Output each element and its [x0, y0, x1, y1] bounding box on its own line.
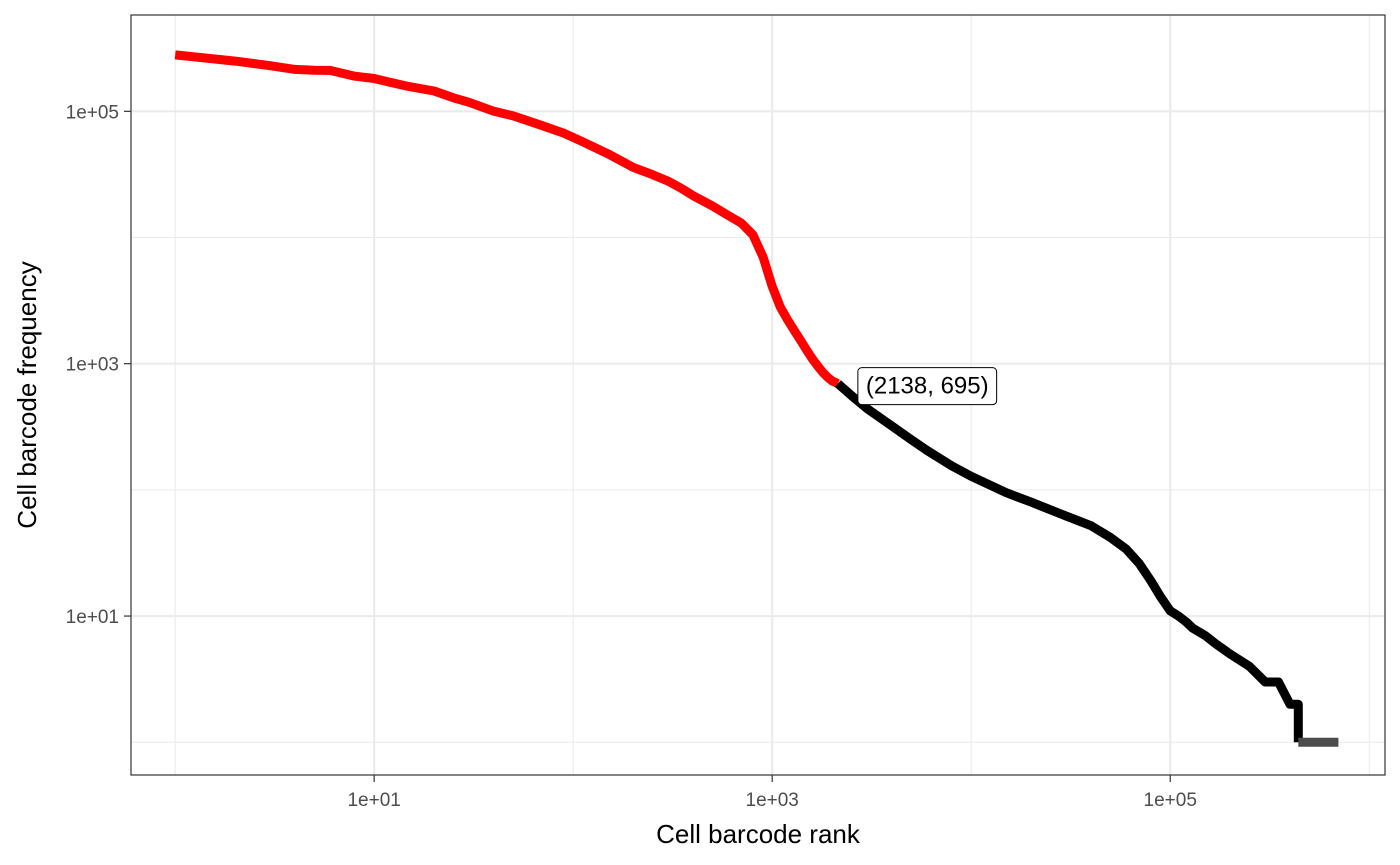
y-tick-label: 1e+03 — [66, 355, 119, 376]
y-axis-title: Cell barcode frequency — [12, 261, 42, 528]
annotation-text: (2138, 695) — [866, 373, 989, 400]
x-axis: 1e+01 1e+03 1e+05 — [347, 775, 1197, 811]
y-axis: 1e+01 1e+03 1e+05 — [66, 102, 131, 628]
plot-panel — [131, 15, 1385, 775]
x-tick-label: 1e+05 — [1144, 790, 1197, 811]
panel-border — [130, 14, 1386, 776]
annotation-layer: (2138, 695) — [857, 367, 998, 406]
x-axis-title: Cell barcode rank — [656, 819, 861, 849]
series-line-1 — [174, 50, 840, 388]
y-tick-label: 1e+01 — [66, 607, 119, 628]
series-layer — [174, 50, 1339, 747]
annotation-box — [857, 367, 998, 406]
x-tick-label: 1e+03 — [746, 790, 799, 811]
y-tick-label: 1e+05 — [66, 102, 119, 123]
x-tick-label: 1e+01 — [347, 790, 400, 811]
series-line-2 — [834, 380, 1303, 743]
